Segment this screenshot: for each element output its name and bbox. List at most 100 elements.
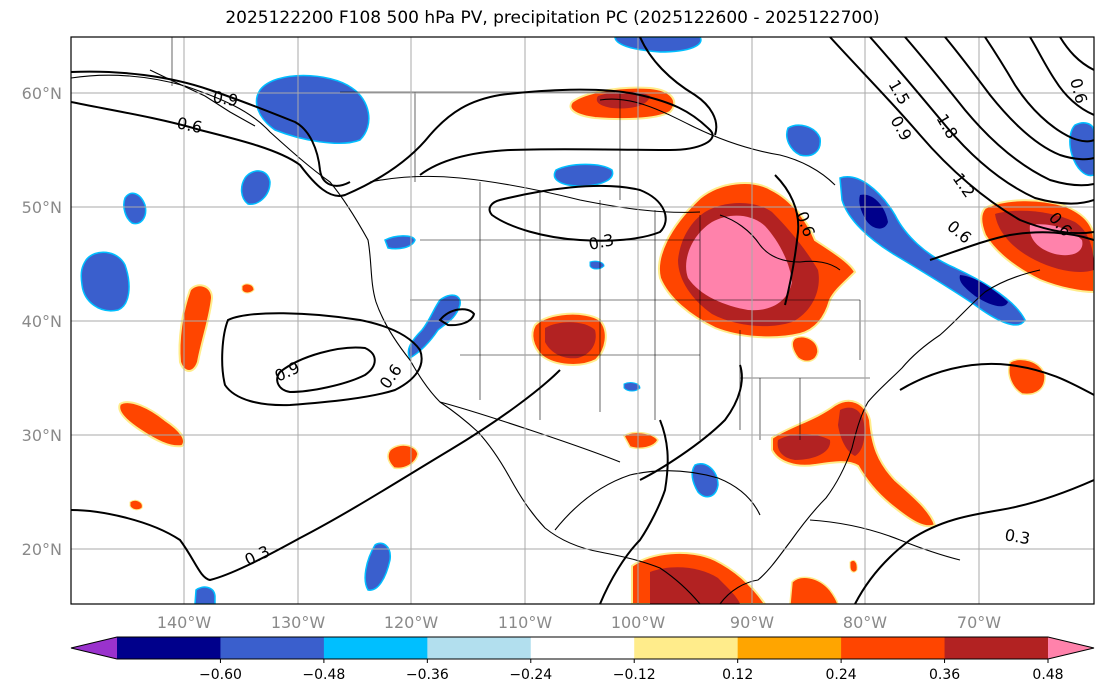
precip-blob-pos	[129, 499, 143, 511]
pv-contour-line	[488, 184, 667, 242]
lon-label: 140°W	[157, 613, 212, 632]
great-lakes	[719, 214, 841, 271]
precip-blob-neg	[553, 163, 614, 187]
colorbar-extend-high	[1048, 637, 1094, 659]
colorbar-tick-label: −0.24	[509, 667, 552, 683]
contour-label: 0.3	[587, 230, 616, 254]
lon-label: 70°W	[957, 613, 1001, 632]
pv-contour-line	[869, 37, 1094, 205]
pv-contour-line	[221, 312, 423, 407]
contour-label: 0.6	[175, 113, 204, 137]
precip-blob-neg	[364, 542, 391, 591]
lat-label: 40°N	[22, 312, 62, 331]
colorbar-swatch	[117, 637, 221, 659]
pv-contour-line	[984, 37, 1094, 143]
contour-label: 0.3	[1003, 525, 1031, 548]
precip-blob-neg	[691, 463, 719, 498]
coastline-pacific	[71, 74, 701, 604]
coastline-hudson	[599, 98, 836, 186]
precip-blob-neg	[959, 275, 1008, 307]
precip-blob-pos	[241, 283, 255, 294]
precip-blob-pos	[387, 444, 419, 470]
pv-contour-line	[774, 174, 800, 306]
pv-contours	[71, 37, 1094, 604]
pv-contour-line	[71, 369, 561, 582]
colorbar-extend-low	[71, 637, 117, 659]
colorbar-swatch	[323, 637, 428, 659]
border-us-canada	[369, 175, 701, 213]
precip-blob-pos	[178, 284, 214, 372]
pv-contour-line	[854, 479, 1094, 604]
precip-blob-pos	[791, 336, 819, 363]
pv-contour-line	[639, 364, 743, 481]
precip-blob-neg	[240, 170, 271, 205]
precip-blob-neg	[623, 382, 641, 392]
pv-contour-line	[599, 419, 669, 604]
colorbar: −0.60 −0.48 −0.36 −0.24 −0.12 0.12 0.24 0.36 0.4…	[70, 636, 1095, 683]
precip-blob-pos	[777, 434, 831, 460]
colorbar-swatch	[841, 637, 946, 659]
map-title: 2025122200 F108 500 hPa PV, precipitatio…	[225, 8, 880, 28]
lon-label: 100°W	[611, 613, 666, 632]
pv-contour-line	[944, 37, 1094, 161]
colorbar-tick-label: 0.24	[826, 667, 857, 683]
precip-blob-neg	[194, 586, 216, 604]
precip-blob-neg	[407, 294, 461, 360]
lon-label: 120°W	[384, 613, 439, 632]
precip-blob-neg	[786, 124, 821, 157]
lat-label: 20°N	[22, 540, 62, 559]
lon-label: 130°W	[271, 613, 326, 632]
lat-label: 50°N	[22, 198, 62, 217]
colorbar-tick-label: −0.12	[613, 667, 656, 683]
colorbar-tick-label: −0.48	[302, 667, 345, 683]
lon-label: 80°W	[843, 613, 887, 632]
pv-contour-line	[1059, 37, 1094, 71]
border-us-mexico	[439, 401, 621, 463]
colorbar-tick-label: 0.12	[722, 667, 753, 683]
precip-blob-pos	[623, 431, 659, 450]
coastlines	[71, 69, 1041, 604]
precip-blob-neg	[123, 192, 147, 225]
colorbar-swatch	[634, 637, 739, 659]
colorbar-swatch	[427, 637, 532, 659]
pv-contour-line	[899, 362, 1094, 396]
colorbar-tick-label: −0.60	[199, 667, 242, 683]
pv-contour-line	[438, 308, 476, 327]
gridlines	[71, 37, 1094, 604]
pv-contour-line	[71, 70, 351, 187]
precip-blob-neg	[80, 251, 130, 312]
colorbar-swatch	[737, 637, 842, 659]
lat-label: 60°N	[22, 84, 62, 103]
precip-blob-pos	[545, 322, 596, 359]
colorbar-swatch	[530, 637, 635, 659]
map-frame	[70, 36, 1095, 605]
lon-label: 90°W	[730, 613, 774, 632]
precip-blob-pos	[838, 407, 865, 456]
precip-blob-pos	[849, 559, 858, 573]
colorbar-tick-label: 0.48	[1032, 667, 1063, 683]
colorbar-tick-label: −0.36	[406, 667, 449, 683]
precip-blob-neg	[384, 235, 416, 250]
pv-contour-line	[1029, 37, 1094, 116]
pv-contour-line	[639, 37, 718, 136]
pv-contour-line	[929, 231, 1094, 261]
lon-label: 110°W	[498, 613, 553, 632]
pv-contour-line	[71, 88, 714, 197]
colorbar-swatch	[944, 637, 1049, 659]
colorbar-tick-label: 0.36	[929, 667, 960, 683]
admin-boundaries	[171, 37, 870, 440]
precip-blob-pos	[771, 400, 937, 528]
precip-blob-neg	[859, 194, 888, 229]
lat-axis: 60°N 50°N 40°N 30°N 20°N	[22, 84, 62, 559]
caribbean-islands	[809, 519, 961, 561]
pv-contour-line	[829, 37, 1094, 235]
precip-blob-pos	[686, 215, 792, 311]
pv-contour-line	[276, 346, 376, 394]
lat-label: 30°N	[22, 426, 62, 445]
precip-blob-pos	[1008, 358, 1046, 396]
colorbar-outline	[70, 636, 1095, 660]
precip-blob-neg	[589, 260, 605, 270]
coastline-atlantic	[719, 269, 1041, 604]
contour-label: 0.9	[211, 87, 239, 110]
